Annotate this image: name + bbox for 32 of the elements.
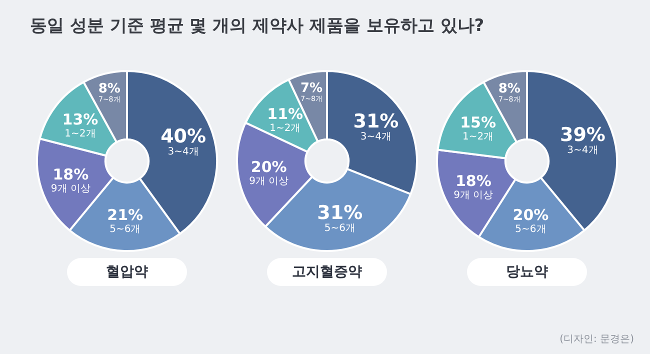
data-label: 31% (317, 202, 363, 224)
slice-label: 1~2개 (270, 123, 301, 134)
text: 고지혈증약 (267, 258, 387, 286)
text: (디자인: 문경은) (560, 333, 634, 346)
slice-label: 3~4개 (567, 144, 598, 156)
text: 당뇨약 (467, 258, 587, 286)
data-label: 8% (498, 81, 520, 96)
data-label: 8% (98, 81, 120, 96)
slice-label: 9개 이상 (50, 183, 90, 194)
data-label: 13% (62, 110, 98, 129)
slice-label: 1~2개 (64, 128, 96, 140)
text: 혈압약 (67, 258, 187, 286)
data-label: 7% (300, 80, 323, 96)
data-label: 20% (512, 206, 549, 224)
data-label: 11% (267, 105, 304, 124)
data-label: 31% (353, 110, 399, 133)
data-label: 15% (460, 114, 496, 132)
slice-label: 1~2개 (462, 132, 494, 143)
slice-label: 5~6개 (515, 224, 546, 236)
slice-label: 3~4개 (168, 146, 199, 158)
slice-label: 5~6개 (324, 222, 356, 234)
slice-label: 9개 이상 (454, 190, 494, 202)
data-label: 18% (455, 172, 492, 190)
data-label: 21% (107, 206, 144, 224)
data-label: 18% (52, 165, 89, 184)
data-label: 40% (160, 126, 206, 148)
slice-label: 3~4개 (360, 132, 392, 143)
slice-label: 5~6개 (110, 224, 141, 236)
text: 동일 성분 기준 평균 몇 개의 제약사 제품을 보유하고 있나? (30, 15, 484, 37)
data-label: 20% (250, 158, 287, 176)
data-label: 39% (560, 124, 606, 146)
slice-label: 9개 이상 (249, 176, 289, 188)
